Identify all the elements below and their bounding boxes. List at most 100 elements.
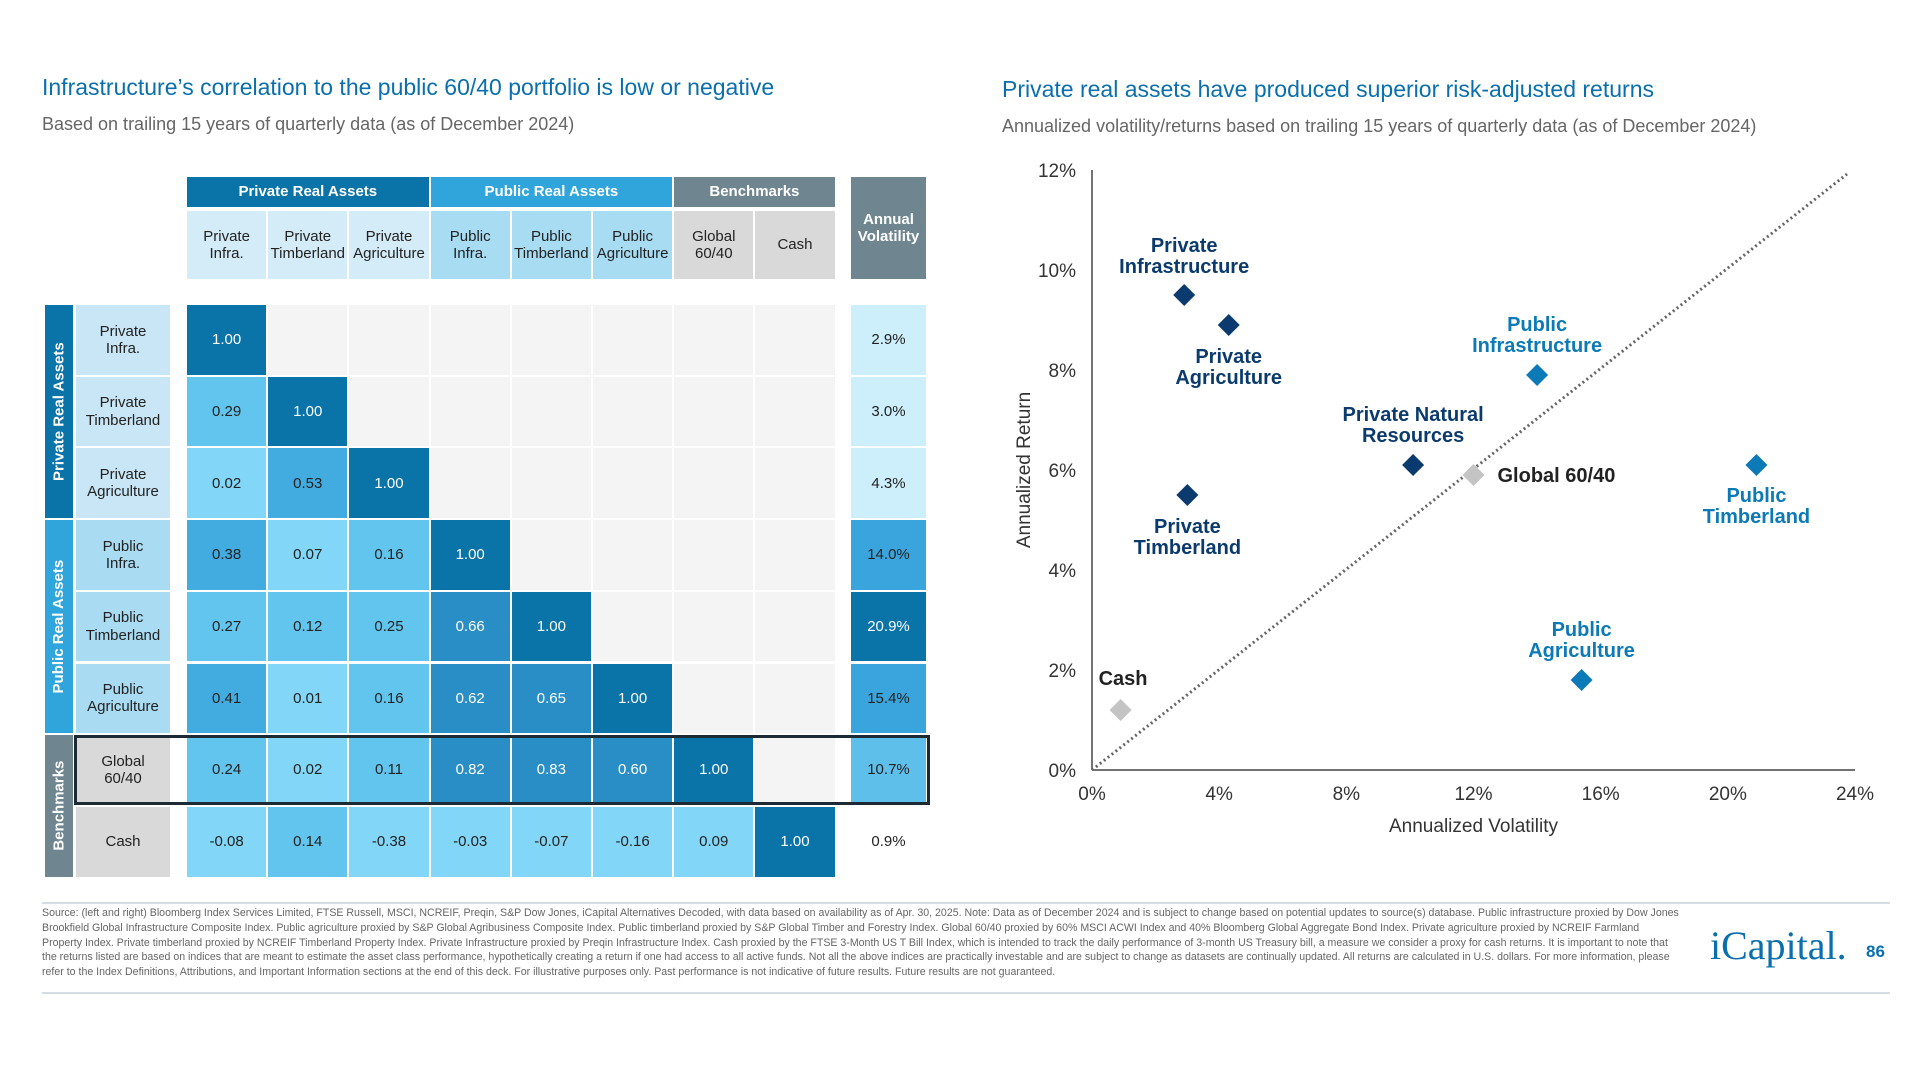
column-header: Private Timberland	[267, 210, 349, 280]
row-header: Private Infra.	[75, 304, 171, 376]
correlation-cell: 0.29	[186, 375, 268, 448]
column-header: Public Agriculture	[592, 210, 674, 280]
icapital-logo: iCapital.	[1710, 923, 1847, 968]
empty-cell	[754, 519, 836, 591]
data-point-label: Private Infrastructure	[1119, 235, 1249, 278]
volatility-cell: 10.7%	[850, 734, 927, 806]
data-point-marker	[1176, 484, 1199, 506]
correlation-cell: 0.41	[186, 662, 268, 735]
chart-subtitle: Annualized volatility/returns based on t…	[1002, 116, 1757, 136]
empty-cell	[592, 590, 674, 663]
footer-divider-bottom	[42, 992, 1890, 994]
data-point-label-line: Timberland	[1703, 506, 1810, 528]
x-tick-label: 24%	[1836, 784, 1874, 805]
correlation-cell: 0.02	[267, 734, 349, 806]
correlation-cell: 0.66	[429, 590, 511, 663]
x-tick-label: 4%	[1205, 784, 1233, 805]
data-point-label: Private Timberland	[1134, 516, 1241, 559]
data-point-label: Global 60/40	[1498, 465, 1616, 487]
empty-cell	[348, 375, 430, 448]
x-tick-label: 16%	[1582, 784, 1620, 805]
x-tick-label: 20%	[1709, 784, 1747, 805]
row-group-0: Private Real Assets	[44, 304, 74, 520]
data-point-label-line: Private	[1151, 235, 1218, 257]
volatility-cell: 14.0%	[850, 519, 927, 591]
group-header-0: Private Real Assets	[186, 176, 430, 208]
y-axis-label: Annualized Return	[1014, 392, 1035, 548]
empty-cell	[673, 519, 755, 591]
data-point-label: Cash	[1099, 668, 1148, 690]
data-point-label-line: Resources	[1362, 425, 1464, 447]
data-point-marker	[1217, 314, 1240, 336]
empty-cell	[267, 304, 349, 376]
correlation-cell: 1.00	[510, 590, 592, 663]
data-point-label: Public Timberland	[1703, 485, 1810, 528]
empty-cell	[754, 662, 836, 735]
y-tick-label: 2%	[1049, 661, 1077, 682]
row-group-2: Benchmarks	[44, 734, 74, 878]
data-point-label: Private Natural Resources	[1343, 404, 1484, 447]
correlation-cell: 1.00	[348, 447, 430, 520]
correlation-cell: 1.00	[592, 662, 674, 735]
empty-cell	[510, 375, 592, 448]
column-header: Cash	[754, 210, 836, 280]
data-point-marker	[1173, 284, 1196, 306]
correlation-cell: 1.00	[429, 519, 511, 591]
correlation-cell: 0.02	[186, 447, 268, 520]
correlation-cell: -0.08	[186, 805, 268, 878]
volatility-header: Annual Volatility	[850, 176, 927, 280]
row-header: Public Timberland	[75, 590, 171, 663]
data-point-label-line: Private	[1195, 346, 1262, 368]
empty-cell	[592, 375, 674, 448]
data-point-label-line: Timberland	[1134, 537, 1241, 559]
data-point-label-line: Agriculture	[1528, 640, 1635, 662]
empty-cell	[673, 590, 755, 663]
correlation-cell: -0.03	[429, 805, 511, 878]
correlation-cell: -0.07	[510, 805, 592, 878]
scatter-chart: 0% 4% 8% 12% 16% 20% 24% 0% 2% 4% 6% 8% 10% 12% Annual…	[1014, 161, 1874, 837]
correlation-cell: 0.60	[592, 734, 674, 806]
correlation-cell: 0.16	[348, 519, 430, 591]
correlation-cell: 0.27	[186, 590, 268, 663]
empty-cell	[754, 447, 836, 520]
group-header-1: Public Real Assets	[429, 176, 674, 208]
volatility-cell: 3.0%	[850, 375, 927, 448]
data-point-label-line: Public	[1552, 619, 1612, 641]
correlation-cell: 0.62	[429, 662, 511, 735]
empty-cell	[592, 304, 674, 376]
column-header: Private Agriculture	[348, 210, 430, 280]
empty-cell	[754, 375, 836, 448]
data-point-label-line: Private	[1154, 516, 1221, 538]
data-point-label-line: Private Natural	[1343, 404, 1484, 426]
empty-cell	[429, 375, 511, 448]
y-tick-label: 6%	[1049, 461, 1077, 482]
empty-cell	[754, 734, 836, 806]
correlation-title: Infrastructure’s correlation to the publ…	[42, 74, 775, 100]
row-header: Public Agriculture	[75, 662, 171, 735]
data-point-label-line: Infrastructure	[1472, 335, 1602, 357]
data-point-label-line: Cash	[1099, 668, 1148, 690]
y-tick-label: 4%	[1049, 561, 1077, 582]
empty-cell	[510, 519, 592, 591]
empty-cell	[429, 447, 511, 520]
empty-cell	[348, 304, 430, 376]
data-point-label: Private Agriculture	[1175, 346, 1282, 389]
volatility-cell: 15.4%	[850, 662, 927, 735]
row-header: Private Agriculture	[75, 447, 171, 520]
correlation-cell: 0.65	[510, 662, 592, 735]
empty-cell	[673, 375, 755, 448]
empty-cell	[429, 304, 511, 376]
row-header: Cash	[75, 805, 171, 878]
x-tick-label: 8%	[1333, 784, 1361, 805]
empty-cell	[592, 519, 674, 591]
correlation-cell: 0.14	[267, 805, 349, 878]
correlation-cell: 0.38	[186, 519, 268, 591]
volatility-cell: 20.9%	[850, 590, 927, 663]
data-point-label-line: Infrastructure	[1119, 256, 1249, 278]
data-point-marker	[1402, 454, 1425, 476]
y-tick-label: 10%	[1038, 261, 1076, 282]
correlation-subtitle: Based on trailing 15 years of quarterly …	[42, 114, 575, 134]
correlation-cell: 0.16	[348, 662, 430, 735]
data-point-marker	[1526, 364, 1549, 386]
column-header: Public Infra.	[429, 210, 511, 280]
